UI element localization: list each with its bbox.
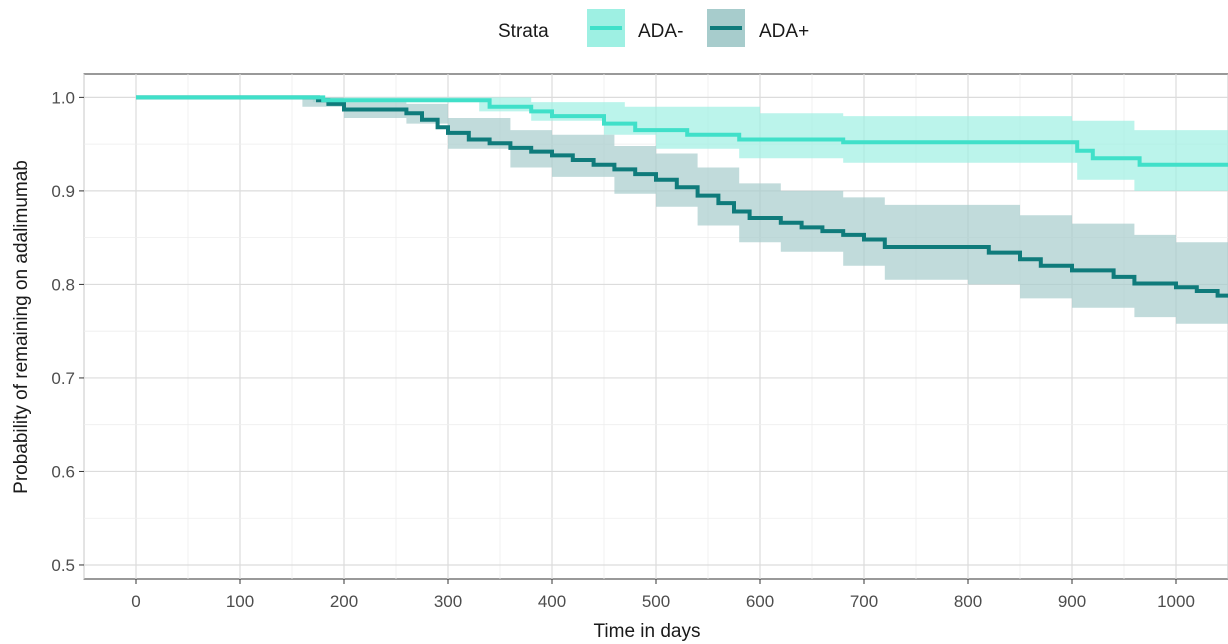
y-tick-label: 0.5 [51,556,75,575]
y-tick-label: 0.7 [51,369,75,388]
x-tick-label: 900 [1058,592,1086,611]
x-axis-title: Time in days [594,621,701,642]
x-tick-label: 100 [226,592,254,611]
x-axis: 0 100 200 300 400 500 600 700 800 900 1000 [131,579,1195,611]
confidence-band-ada-plus [136,97,1228,330]
survival-line-ada-plus [136,95,1228,298]
x-tick-label: 600 [746,592,774,611]
x-tick-label: 800 [954,592,982,611]
confidence-band-ada-minus [136,97,1228,193]
plot-area [83,73,1228,580]
y-tick-label: 0.8 [51,275,75,294]
confidence-bands [136,97,1228,330]
y-axis-title: Probability of remaining on adalimumab [11,160,32,494]
x-tick-label: 300 [434,592,462,611]
x-tick-label: 1000 [1157,592,1195,611]
x-tick-label: 400 [538,592,566,611]
legend-label-ada-minus: ADA- [638,21,683,42]
y-tick-label: 0.9 [51,182,75,201]
y-tick-label: 1.0 [51,88,75,107]
survival-lines [136,95,1228,298]
legend: Strata ADA- ADA+ [498,9,809,47]
x-tick-label: 500 [642,592,670,611]
x-tick-label: 0 [131,592,140,611]
x-tick-label: 700 [850,592,878,611]
legend-title: Strata [498,21,549,42]
x-tick-label: 200 [330,592,358,611]
survival-line-ada-minus [136,95,1228,167]
y-axis: 0.5 0.6 0.7 0.8 0.9 1.0 [51,88,84,575]
legend-label-ada-plus: ADA+ [759,21,809,42]
y-tick-label: 0.6 [51,462,75,481]
